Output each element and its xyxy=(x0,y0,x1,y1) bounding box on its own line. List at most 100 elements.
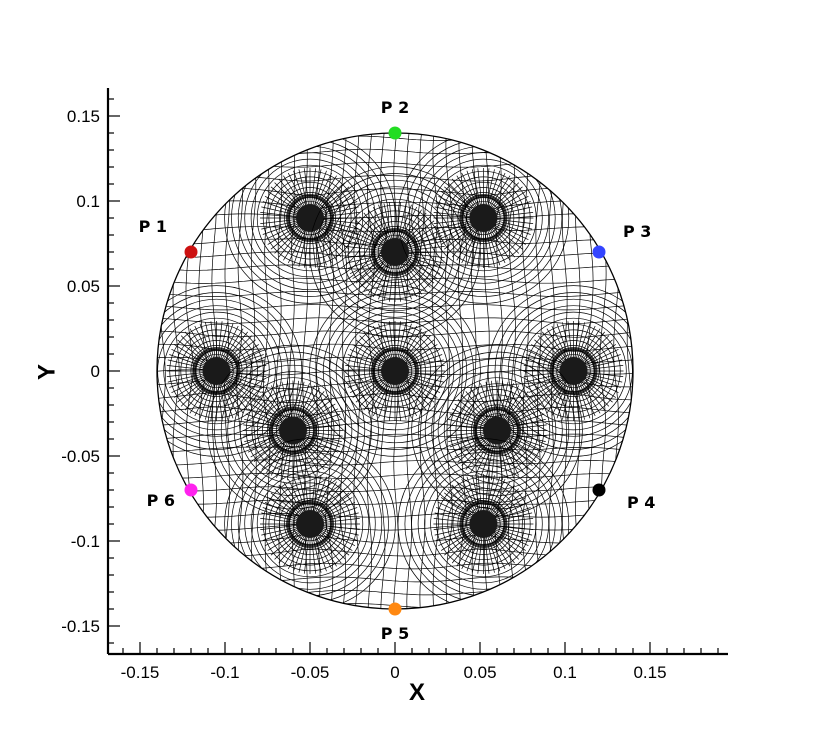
dense-core xyxy=(469,204,498,232)
mesh-ring xyxy=(244,458,376,590)
y-tick-label: -0.1 xyxy=(71,532,100,551)
mesh-ring xyxy=(397,438,570,609)
mesh-line xyxy=(157,499,633,506)
mesh-line xyxy=(157,406,633,418)
mesh-line xyxy=(507,133,516,609)
refined-mesh-patch xyxy=(309,166,481,338)
probe-marker xyxy=(184,483,198,497)
refined-mesh-patch xyxy=(309,285,481,457)
mesh-ring xyxy=(335,192,455,312)
dense-ring xyxy=(286,194,334,242)
mesh-ring xyxy=(397,133,570,304)
refined-mesh-patch xyxy=(397,438,570,609)
mesh-ring xyxy=(424,158,543,278)
mesh-ring xyxy=(417,152,550,284)
x-tick-label: 0.1 xyxy=(553,663,577,682)
y-tick-label: -0.15 xyxy=(61,617,100,636)
mesh-line xyxy=(157,472,633,479)
mesh-line xyxy=(157,590,633,596)
mesh-line xyxy=(157,187,633,196)
mesh-ring xyxy=(309,285,481,457)
dense-core xyxy=(469,510,498,538)
mesh-ring xyxy=(157,298,289,444)
mesh-ring xyxy=(507,305,633,437)
y-axis-title: Y xyxy=(33,364,60,380)
dense-core xyxy=(381,238,409,266)
probe-label: P 2 xyxy=(381,98,409,117)
mesh-line xyxy=(147,124,152,618)
mesh-ring xyxy=(256,470,364,578)
x-tick-label: 0.05 xyxy=(463,663,496,682)
mesh-ring xyxy=(239,377,347,484)
mesh-ring xyxy=(244,152,376,284)
dense-ring xyxy=(371,228,419,276)
probe-marker xyxy=(388,126,402,140)
dense-ring xyxy=(269,406,317,455)
probe-label: P 4 xyxy=(627,493,655,512)
dense-ring xyxy=(371,347,419,395)
mesh-line xyxy=(157,304,633,311)
dense-core xyxy=(202,357,231,385)
mesh-ring xyxy=(501,298,633,444)
x-tick-label: 0 xyxy=(390,663,399,682)
dense-ring xyxy=(459,500,508,548)
refined-mesh-patch xyxy=(224,438,396,609)
dense-core xyxy=(296,204,324,232)
mesh-ring xyxy=(424,464,543,584)
mesh-line xyxy=(157,533,633,544)
probe-label: P 6 xyxy=(147,491,175,510)
mesh-line xyxy=(157,459,633,466)
mesh-ring xyxy=(224,438,396,609)
mesh-ring xyxy=(316,292,474,450)
dense-ring xyxy=(286,500,334,548)
x-axis-title: X xyxy=(409,679,425,706)
mesh-ring xyxy=(487,285,633,457)
mesh-line xyxy=(535,133,542,609)
mesh-line xyxy=(626,133,633,609)
dense-ring xyxy=(459,194,508,242)
x-tick-label: -0.05 xyxy=(291,663,330,682)
x-tick-label: 0.15 xyxy=(633,663,666,682)
x-tick-label: -0.1 xyxy=(210,663,239,682)
refined-mesh-patch xyxy=(224,133,396,304)
mesh-line xyxy=(353,133,361,609)
mesh-ring xyxy=(163,317,270,425)
mesh-ring xyxy=(157,305,283,437)
dense-core xyxy=(279,416,307,445)
mesh-ring xyxy=(341,317,449,425)
mesh-ring xyxy=(430,470,537,578)
mesh-ring xyxy=(227,364,359,497)
mesh-ring xyxy=(411,344,583,517)
dense-ring xyxy=(473,406,521,455)
mesh-ring xyxy=(250,464,370,584)
mesh-line xyxy=(185,133,194,609)
probe-marker xyxy=(592,245,606,259)
y-tick-label: 0.05 xyxy=(67,277,100,296)
mesh-ring xyxy=(430,164,537,272)
mesh-line xyxy=(157,576,633,583)
mesh-layer xyxy=(147,124,633,618)
y-tick-label: 0 xyxy=(91,362,100,381)
mesh-line xyxy=(157,562,633,570)
mesh-line xyxy=(157,317,633,324)
mesh-ring xyxy=(250,158,370,278)
mesh-line xyxy=(157,430,633,440)
mesh-line xyxy=(418,133,426,609)
mesh-line xyxy=(521,133,529,609)
y-tick-label: -0.05 xyxy=(61,447,100,466)
refined-mesh-patch xyxy=(397,133,570,304)
mesh-ring xyxy=(335,311,455,431)
x-tick-label: -0.15 xyxy=(121,663,160,682)
mesh-line xyxy=(159,133,166,609)
y-tick-label: 0.15 xyxy=(67,107,100,126)
probe-points: P 1 P 2 P 3 P 4 P 5 P 6 xyxy=(139,98,656,643)
y-tick-label: 0.1 xyxy=(76,192,100,211)
dense-core xyxy=(483,416,511,445)
mesh-line xyxy=(157,148,633,155)
mesh-ring xyxy=(329,305,461,437)
mesh-line xyxy=(289,133,299,609)
mesh-ring xyxy=(322,298,468,444)
mesh-line xyxy=(599,133,607,609)
axes: -0.15 -0.1 -0.05 0 0.05 0.1 0.15 0.15 0.1 0.05 0 -0… xyxy=(61,88,728,682)
